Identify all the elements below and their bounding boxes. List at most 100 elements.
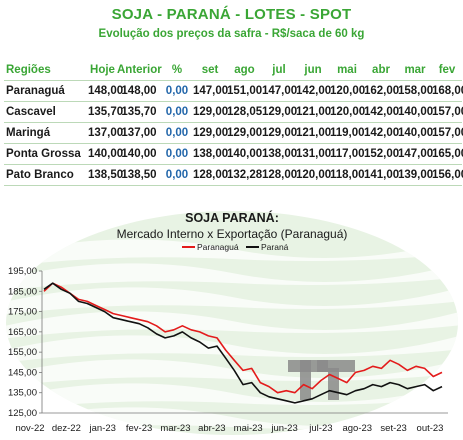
table-cell: 140,00 xyxy=(88,143,123,165)
x-tick-label: jul-23 xyxy=(308,423,332,434)
y-tick-label: 195,00 xyxy=(8,266,37,277)
column-header: jul xyxy=(262,60,296,81)
x-tick-label: nov-22 xyxy=(15,423,44,434)
table-cell: 137,00 xyxy=(117,122,161,144)
table-row: Pato Branco 138,50 138,50 0,00 128,00 132,28 1… xyxy=(4,164,463,186)
table-row: Cascavel 135,70 135,70 0,00 129,00 128,05 129,… xyxy=(4,101,463,123)
chart-title: SOJA PARANÁ: xyxy=(185,210,279,225)
table-header-row: Regiões Hoje Anterior % set ago jul jun … xyxy=(4,60,462,81)
table-cell: 119,00 xyxy=(330,122,365,144)
series-line-parana xyxy=(43,282,443,404)
table-row: Ponta Grossa 140,00 140,00 0,00 138,00 140,00… xyxy=(4,143,463,165)
tf-logo-watermark xyxy=(288,360,355,400)
y-tick-label: 125,00 xyxy=(8,408,37,419)
column-header: ago xyxy=(227,60,262,81)
y-tick-label: 165,00 xyxy=(8,327,37,338)
x-tick-label: set-23 xyxy=(380,423,406,434)
x-tick-label: abr-23 xyxy=(198,423,225,434)
column-header: Anterior xyxy=(117,60,162,81)
table-cell: 168,00 xyxy=(432,80,463,102)
legend-label: Paranaguá xyxy=(197,242,239,252)
table-cell: 0,00 xyxy=(161,122,193,144)
y-tick-label: 175,00 xyxy=(8,307,37,318)
region-name: Ponta Grossa xyxy=(4,143,88,165)
column-header: mar xyxy=(398,60,432,81)
chart-subtitle: Mercado Interno x Exportação (Paranaguá) xyxy=(117,227,348,241)
table-cell: 152,00 xyxy=(364,143,399,165)
table-cell: 131,00 xyxy=(296,143,331,165)
x-tick-label: mar-23 xyxy=(160,423,190,434)
table-cell: 142,00 xyxy=(364,122,399,144)
table-cell: 132,28 xyxy=(227,164,262,186)
column-header: mai xyxy=(330,60,364,81)
y-tick-label: 185,00 xyxy=(8,286,37,297)
table-cell: 138,50 xyxy=(88,164,123,186)
column-header: jun xyxy=(296,60,330,81)
column-header: Regiões xyxy=(4,60,88,81)
x-tick-label: ago-23 xyxy=(342,423,372,434)
table-cell: 147,00 xyxy=(193,80,228,102)
chart-legend: Paranaguá Paraná xyxy=(182,242,289,252)
price-table: Regiões Hoje Anterior % set ago jul jun … xyxy=(4,60,463,186)
table-cell: 120,00 xyxy=(330,101,365,123)
table-cell: 141,00 xyxy=(364,164,399,186)
x-axis: nov-22 dez-22 jan-23 fev-23 mar-23 abr-23 mai-… xyxy=(15,412,448,434)
series-line-paranagua xyxy=(43,282,443,394)
table-cell: 129,00 xyxy=(262,122,297,144)
x-tick-label: dez-22 xyxy=(52,423,81,434)
table-cell: 139,00 xyxy=(398,164,433,186)
column-header: abr xyxy=(364,60,398,81)
region-name: Cascavel xyxy=(4,101,88,123)
table-cell: 0,00 xyxy=(161,164,193,186)
column-header: Hoje xyxy=(88,60,117,81)
x-tick-label: jan-23 xyxy=(89,423,116,434)
table-cell: 118,00 xyxy=(330,164,365,186)
table-cell: 121,00 xyxy=(296,101,331,123)
table-cell: 129,00 xyxy=(262,101,297,123)
table-cell: 147,00 xyxy=(398,143,433,165)
y-tick-label: 135,00 xyxy=(8,388,37,399)
table-cell: 156,00 xyxy=(432,164,463,186)
table-cell: 157,00 xyxy=(432,101,463,123)
y-axis: 125,00 135,00 145,00 155,00 165,00 175,00 185,… xyxy=(8,266,43,419)
table-cell: 157,00 xyxy=(432,122,463,144)
table-cell: 165,00 xyxy=(432,143,463,165)
table-cell: 138,00 xyxy=(193,143,228,165)
legend-label: Paraná xyxy=(261,242,289,252)
table-cell: 140,00 xyxy=(398,122,433,144)
x-tick-label: fev-23 xyxy=(126,423,152,434)
price-chart: SOJA PARANÁ: Mercado Interno x Exportaçã… xyxy=(6,210,458,435)
table-cell: 121,00 xyxy=(296,122,331,144)
x-tick-label: mai-23 xyxy=(234,423,263,434)
table-cell: 137,00 xyxy=(88,122,123,144)
x-tick-label: jun-23 xyxy=(270,423,297,434)
table-cell: 129,00 xyxy=(193,122,228,144)
region-name: Pato Branco xyxy=(4,164,88,186)
page-subtitle: Evolução dos preços da safra - R$/saca d… xyxy=(98,28,365,40)
table-cell: 138,00 xyxy=(262,143,297,165)
table-cell: 120,00 xyxy=(330,80,365,102)
y-tick-label: 145,00 xyxy=(8,367,37,378)
table-cell: 148,00 xyxy=(88,80,123,102)
table-cell: 135,70 xyxy=(117,101,161,123)
table-cell: 147,00 xyxy=(262,80,297,102)
table-cell: 120,00 xyxy=(296,164,331,186)
table-row: Maringá 137,00 137,00 0,00 129,00 129,00 129,0… xyxy=(4,122,463,144)
table-cell: 162,00 xyxy=(364,80,399,102)
table-row: Paranaguá 148,00 148,00 0,00 147,00 151,00 147… xyxy=(4,80,463,102)
region-name: Maringá xyxy=(4,122,88,144)
series-layer xyxy=(43,282,443,404)
column-header: set xyxy=(193,60,227,81)
table-cell: 129,00 xyxy=(227,122,262,144)
table-cell: 0,00 xyxy=(161,143,193,165)
table-cell: 142,00 xyxy=(364,101,399,123)
y-tick-label: 155,00 xyxy=(8,347,37,358)
column-header: % xyxy=(161,60,193,81)
table-cell: 140,00 xyxy=(227,143,262,165)
table-cell: 140,00 xyxy=(398,101,433,123)
x-tick-label: out-23 xyxy=(417,423,444,434)
region-name: Paranaguá xyxy=(4,80,88,102)
table-cell: 128,00 xyxy=(193,164,228,186)
table-cell: 135,70 xyxy=(88,101,123,123)
column-header: fev xyxy=(432,60,462,81)
